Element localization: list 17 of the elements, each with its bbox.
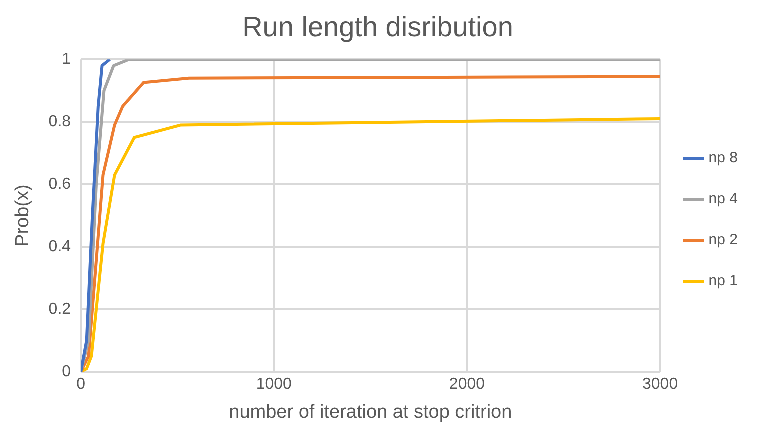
y-tick-label: 0 <box>62 363 72 380</box>
x-tick-label: 3000 <box>642 376 678 394</box>
y-tick-label: 0.2 <box>48 300 72 318</box>
x-tick-label: 2000 <box>449 376 486 394</box>
legend-label: np 1 <box>708 272 738 290</box>
legend-label: np 8 <box>708 150 738 167</box>
y-tick-label: 0.6 <box>48 176 72 193</box>
legend-label: np 2 <box>708 232 738 249</box>
x-tick-label: 1000 <box>256 376 292 394</box>
y-tick-label: 0.8 <box>48 113 72 130</box>
y-tick-label: 1 <box>62 51 72 68</box>
legend-label: np 4 <box>708 190 738 208</box>
chart-title: Run length disribution <box>242 12 514 43</box>
y-tick-label: 0.4 <box>48 238 72 256</box>
y-axis-title: Prob(x) <box>12 184 34 247</box>
x-tick-label: 0 <box>76 376 86 394</box>
x-axis-title: number of iteration at stop critrion <box>229 402 512 423</box>
